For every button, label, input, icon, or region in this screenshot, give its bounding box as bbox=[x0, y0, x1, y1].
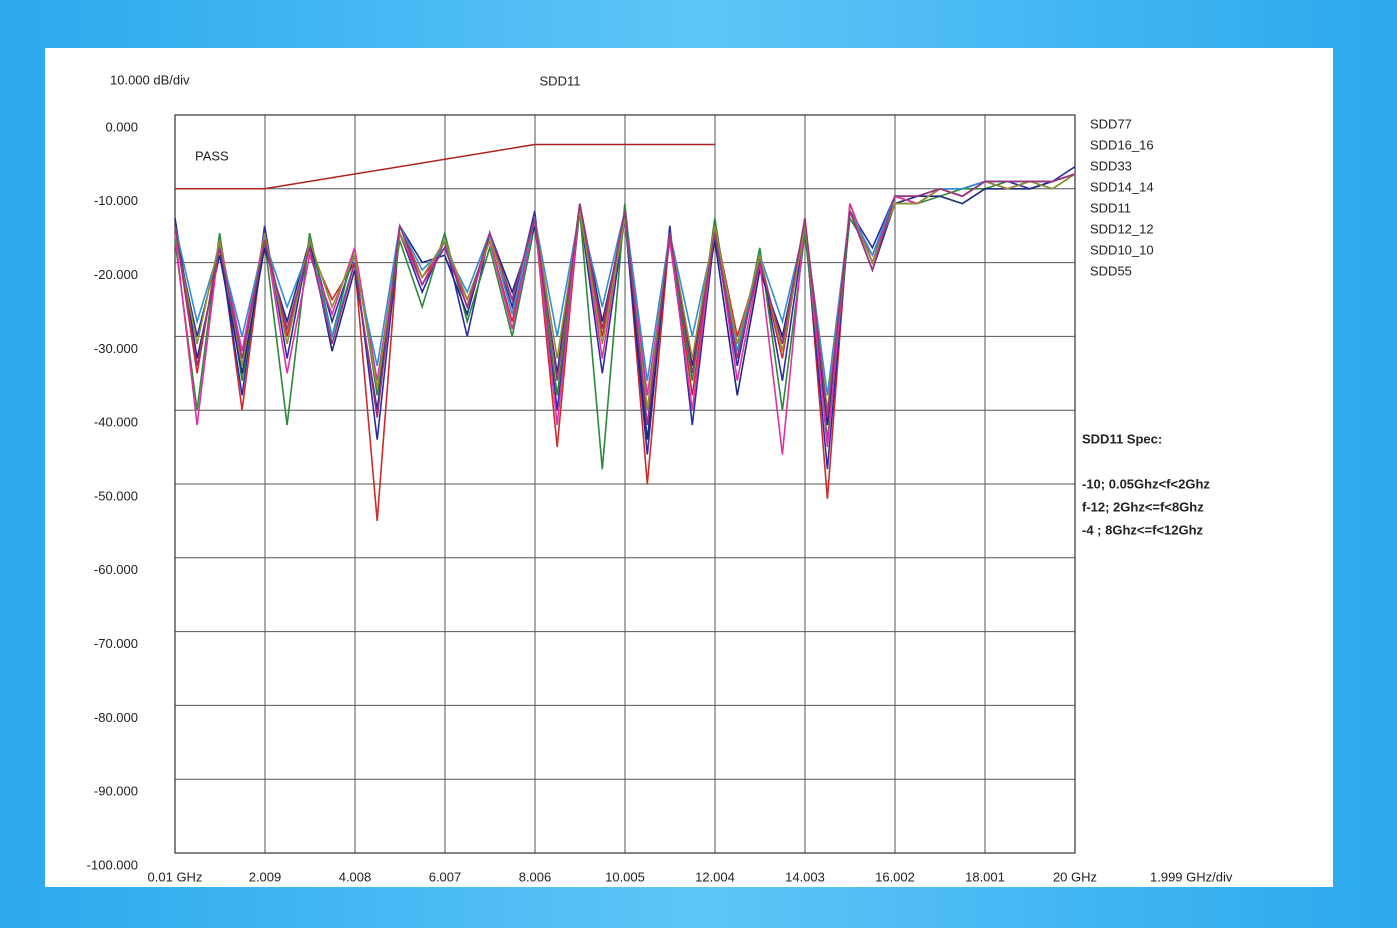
legend-entry: SDD11 bbox=[1090, 200, 1131, 215]
x-tick-label: 14.003 bbox=[785, 869, 825, 884]
status-label: PASS bbox=[195, 148, 229, 163]
spec-line bbox=[175, 143, 715, 190]
y-tick-label: -10.000 bbox=[94, 193, 138, 208]
legend-entry: SDD14_14 bbox=[1090, 179, 1154, 194]
spec-title: SDD11 Spec: bbox=[1082, 431, 1162, 446]
x-tick-label: 10.005 bbox=[605, 869, 645, 884]
x-tick-label: 4.008 bbox=[339, 869, 372, 884]
x-tick-label: 6.007 bbox=[429, 869, 462, 884]
x-tick-label: 20 GHz bbox=[1053, 869, 1097, 884]
plot-border bbox=[174, 114, 1076, 854]
x-tick-label: 16.002 bbox=[875, 869, 915, 884]
legend-entry: SDD16_16 bbox=[1090, 137, 1154, 152]
x-tick-label: 18.001 bbox=[965, 869, 1005, 884]
x-tick-label: 2.009 bbox=[249, 869, 282, 884]
series-line bbox=[174, 173, 1076, 470]
x-tick-label: 8.006 bbox=[519, 869, 552, 884]
x-tick-label: 12.004 bbox=[695, 869, 735, 884]
y-tick-label: -20.000 bbox=[94, 267, 138, 282]
y-unit-label: 10.000 dB/div bbox=[110, 72, 190, 87]
y-tick-label: 0.000 bbox=[105, 119, 138, 134]
y-tick-label: -80.000 bbox=[94, 710, 138, 725]
x-unit-label: 1.999 GHz/div bbox=[1150, 869, 1233, 884]
legend-entry: SDD10_10 bbox=[1090, 242, 1154, 257]
legend-entry: SDD55 bbox=[1090, 263, 1132, 278]
y-tick-label: -50.000 bbox=[94, 488, 138, 503]
x-tick-label: 0.01 GHz bbox=[148, 869, 203, 884]
spec-line: f-12; 2Ghz<=f<8Ghz bbox=[1082, 499, 1204, 514]
panel bbox=[45, 48, 1333, 887]
y-tick-label: -40.000 bbox=[94, 415, 138, 430]
spec-line: -10; 0.05Ghz<f<2Ghz bbox=[1082, 476, 1210, 491]
chart-title: SDD11 bbox=[540, 73, 581, 88]
y-tick-label: -70.000 bbox=[94, 636, 138, 651]
y-tick-label: -90.000 bbox=[94, 784, 138, 799]
series-line bbox=[174, 173, 1076, 426]
legend-entry: SDD77 bbox=[1090, 116, 1132, 131]
legend-entry: SDD12_12 bbox=[1090, 221, 1154, 236]
y-tick-label: -30.000 bbox=[94, 341, 138, 356]
y-tick-label: -100.000 bbox=[87, 857, 138, 872]
legend-entry: SDD33 bbox=[1090, 158, 1132, 173]
y-tick-label: -60.000 bbox=[94, 562, 138, 577]
spec-line: -4 ; 8Ghz<=f<12Ghz bbox=[1082, 522, 1204, 537]
